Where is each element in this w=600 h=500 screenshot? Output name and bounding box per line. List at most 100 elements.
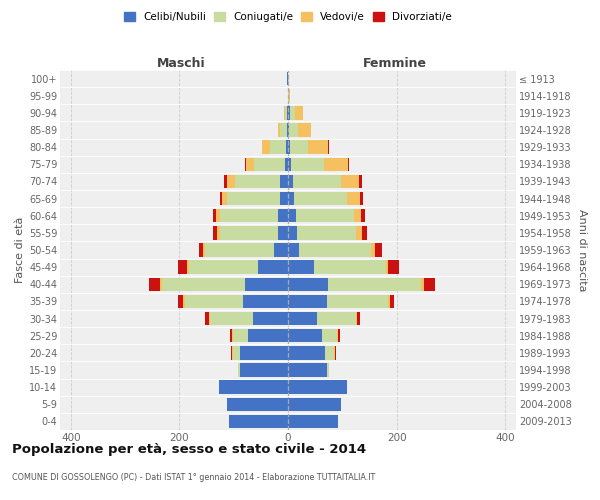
Bar	[334, 346, 335, 360]
Bar	[240, 346, 288, 360]
Bar	[288, 140, 290, 154]
Bar	[287, 124, 288, 136]
Text: Maschi: Maschi	[157, 57, 205, 70]
Bar	[356, 226, 362, 239]
Bar	[328, 140, 329, 154]
Bar	[308, 140, 328, 154]
Bar	[314, 260, 386, 274]
Bar	[205, 244, 274, 256]
Bar	[278, 124, 280, 136]
Bar	[362, 226, 367, 239]
Text: Popolazione per età, sesso e stato civile - 2014: Popolazione per età, sesso e stato civil…	[12, 442, 366, 456]
Bar	[232, 329, 233, 342]
Bar	[335, 346, 336, 360]
Bar	[188, 260, 258, 274]
Bar	[278, 209, 288, 222]
Bar	[245, 158, 246, 171]
Bar	[227, 398, 288, 411]
Bar	[254, 158, 285, 171]
Bar	[149, 278, 160, 291]
Bar	[178, 260, 187, 274]
Bar	[246, 158, 254, 171]
Bar	[356, 312, 358, 326]
Bar	[288, 346, 325, 360]
Bar	[233, 329, 248, 342]
Bar	[317, 312, 356, 326]
Bar	[288, 89, 289, 102]
Bar	[280, 192, 288, 205]
Bar	[361, 209, 365, 222]
Bar	[286, 140, 288, 154]
Bar	[227, 174, 235, 188]
Bar	[220, 209, 278, 222]
Bar	[178, 294, 183, 308]
Text: COMUNE DI GOSSOLENGO (PC) - Dati ISTAT 1° gennaio 2014 - Elaborazione TUTTAITALI: COMUNE DI GOSSOLENGO (PC) - Dati ISTAT 1…	[12, 472, 375, 482]
Bar	[288, 278, 328, 291]
Bar	[245, 278, 288, 291]
Bar	[248, 329, 288, 342]
Bar	[288, 380, 347, 394]
Bar	[244, 294, 288, 308]
Bar	[288, 398, 341, 411]
Bar	[289, 89, 290, 102]
Bar	[288, 244, 299, 256]
Bar	[298, 124, 311, 136]
Bar	[205, 312, 209, 326]
Bar	[289, 124, 298, 136]
Bar	[280, 174, 288, 188]
Y-axis label: Fasce di età: Fasce di età	[14, 217, 25, 283]
Bar	[327, 294, 388, 308]
Bar	[322, 329, 337, 342]
Bar	[218, 380, 288, 394]
Bar	[358, 312, 359, 326]
Bar	[288, 106, 290, 120]
Bar	[224, 174, 227, 188]
Bar	[230, 329, 232, 342]
Bar	[388, 294, 389, 308]
Bar	[213, 209, 216, 222]
Bar	[240, 364, 288, 376]
Bar	[389, 294, 394, 308]
Bar	[288, 364, 327, 376]
Bar	[216, 209, 220, 222]
Bar	[299, 244, 371, 256]
Bar	[295, 106, 302, 120]
Bar	[288, 174, 293, 188]
Bar	[325, 158, 348, 171]
Bar	[290, 106, 295, 120]
Bar	[288, 226, 297, 239]
Bar	[325, 346, 334, 360]
Bar	[233, 346, 240, 360]
Bar	[371, 244, 375, 256]
Bar	[162, 278, 245, 291]
Bar	[209, 312, 211, 326]
Bar	[359, 174, 362, 188]
Bar	[338, 329, 340, 342]
Bar	[284, 106, 285, 120]
Bar	[270, 140, 286, 154]
Bar	[185, 294, 244, 308]
Bar	[359, 192, 364, 205]
Bar	[285, 106, 287, 120]
Bar	[290, 140, 308, 154]
Bar	[354, 209, 361, 222]
Bar	[262, 140, 270, 154]
Bar	[421, 278, 424, 291]
Bar	[253, 312, 288, 326]
Bar	[288, 124, 289, 136]
Bar	[291, 158, 325, 171]
Bar	[341, 174, 359, 188]
Bar	[348, 158, 349, 171]
Bar	[199, 244, 203, 256]
Bar	[211, 312, 253, 326]
Bar	[288, 158, 291, 171]
Legend: Celibi/Nubili, Coniugati/e, Vedovi/e, Divorziati/e: Celibi/Nubili, Coniugati/e, Vedovi/e, Di…	[122, 10, 454, 24]
Bar	[388, 260, 399, 274]
Bar	[220, 192, 223, 205]
Bar	[223, 192, 227, 205]
Bar	[280, 124, 287, 136]
Bar	[229, 414, 288, 428]
Bar	[238, 364, 240, 376]
Bar	[294, 192, 347, 205]
Bar	[231, 346, 232, 360]
